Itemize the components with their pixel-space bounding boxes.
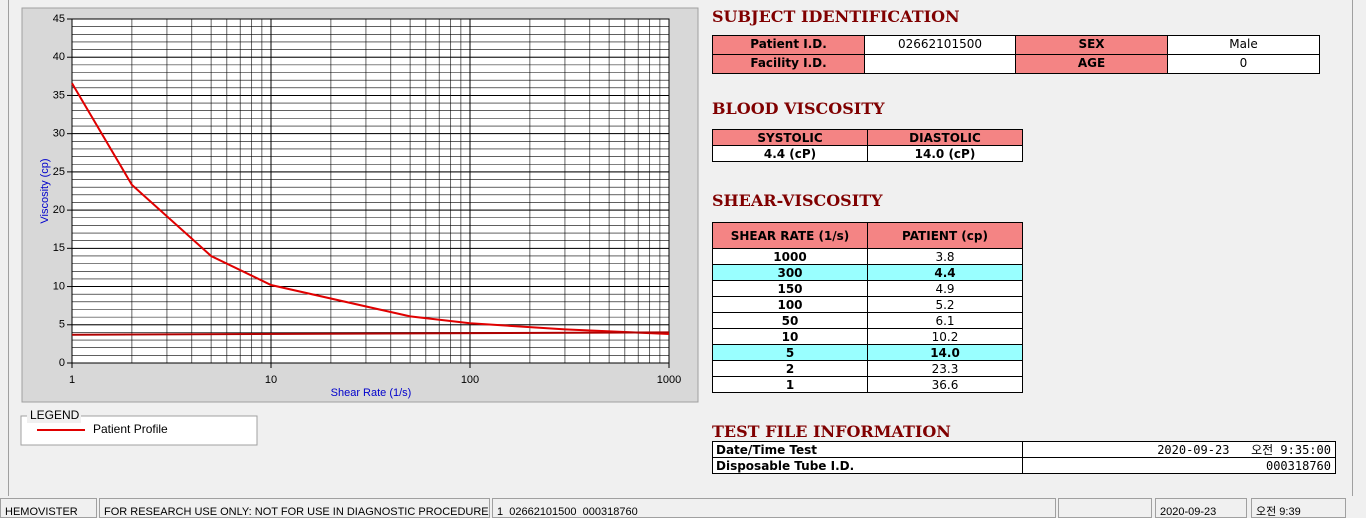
table-cell: 5.2 <box>867 296 1023 313</box>
table-cell: 5 <box>712 344 868 361</box>
legend-title: LEGEND <box>30 408 80 422</box>
table-cell: 4.4 (cP) <box>712 145 868 162</box>
plot-area <box>72 19 669 363</box>
legend-title-bg <box>27 409 81 423</box>
table-cell: 2 <box>712 360 868 377</box>
table-cell: 10.2 <box>867 328 1023 345</box>
table-cell: Disposable Tube I.D. <box>712 457 1023 474</box>
field-value: Male <box>1167 35 1320 55</box>
table-cell: 100 <box>712 296 868 313</box>
y-tick-label: 20 <box>53 204 65 216</box>
window-edge <box>1352 0 1366 496</box>
y-tick-label: 30 <box>53 128 65 140</box>
table-cell: 4.9 <box>867 280 1023 297</box>
field-value: 0 <box>1167 54 1320 74</box>
table-cell: 2020-09-23 오전 9:35:00 <box>1022 441 1336 458</box>
field-label: AGE <box>1015 54 1168 74</box>
y-tick-label: 15 <box>53 242 65 254</box>
y-tick-label: 40 <box>53 51 65 63</box>
legend-label: Patient Profile <box>93 422 168 436</box>
table-cell: 000318760 <box>1022 457 1336 474</box>
x-tick-label: 100 <box>461 374 479 386</box>
window-edge <box>0 0 9 496</box>
section-title: BLOOD VISCOSITY <box>712 99 885 118</box>
x-axis-label: Shear Rate (1/s) <box>331 387 412 399</box>
chart: Shear Rate (1/s) Viscosity (cp) LEGEND 0… <box>20 7 699 446</box>
series-line <box>71 82 670 335</box>
status-segment: 1 02662101500 000318760 <box>492 498 1056 518</box>
status-segment: HEMOVISTER <box>0 498 97 518</box>
status-segment: 2020-09-23 <box>1155 498 1247 518</box>
y-tick-label: 25 <box>53 166 65 178</box>
table-cell: 1000 <box>712 248 868 265</box>
field-label: Patient I.D. <box>712 35 865 55</box>
table-cell: 6.1 <box>867 312 1023 329</box>
y-tick-label: 0 <box>59 357 65 369</box>
plot-border <box>71 18 670 364</box>
table-cell: 3.8 <box>867 248 1023 265</box>
section-title: TEST FILE INFORMATION <box>712 422 951 441</box>
table-cell: 50 <box>712 312 868 329</box>
table-cell: 14.0 (cP) <box>867 145 1023 162</box>
table-cell: 4.4 <box>867 264 1023 281</box>
table-cell: 1 <box>712 376 868 393</box>
status-segment <box>1058 498 1152 518</box>
x-tick-label: 1000 <box>657 374 681 386</box>
field-label: SEX <box>1015 35 1168 55</box>
table-header: SYSTOLIC <box>712 129 868 146</box>
section-title: SUBJECT IDENTIFICATION <box>712 7 960 26</box>
y-axis-label: Viscosity (cp) <box>39 158 51 223</box>
field-label: Facility I.D. <box>712 54 865 74</box>
table-cell: 300 <box>712 264 868 281</box>
x-tick-label: 1 <box>69 374 75 386</box>
status-segment: 오전 9:39 <box>1251 498 1346 518</box>
table-header: PATIENT (cp) <box>867 222 1023 249</box>
y-tick-label: 5 <box>59 319 65 331</box>
field-value <box>864 54 1016 74</box>
table-cell: 36.6 <box>867 376 1023 393</box>
table-cell: 23.3 <box>867 360 1023 377</box>
table-cell: 14.0 <box>867 344 1023 361</box>
y-tick-label: 35 <box>53 89 65 101</box>
table-cell: 10 <box>712 328 868 345</box>
table-header: DIASTOLIC <box>867 129 1023 146</box>
status-segment: FOR RESEARCH USE ONLY: NOT FOR USE IN DI… <box>99 498 490 518</box>
field-value: 02662101500 <box>864 35 1016 55</box>
x-tick-label: 10 <box>265 374 277 386</box>
series-line <box>71 331 670 336</box>
y-tick-label: 10 <box>53 280 65 292</box>
table-cell: Date/Time Test <box>712 441 1023 458</box>
section-title: SHEAR-VISCOSITY <box>712 191 883 210</box>
table-header: SHEAR RATE (1/s) <box>712 222 868 249</box>
table-cell: 150 <box>712 280 868 297</box>
y-tick-label: 45 <box>53 13 65 25</box>
